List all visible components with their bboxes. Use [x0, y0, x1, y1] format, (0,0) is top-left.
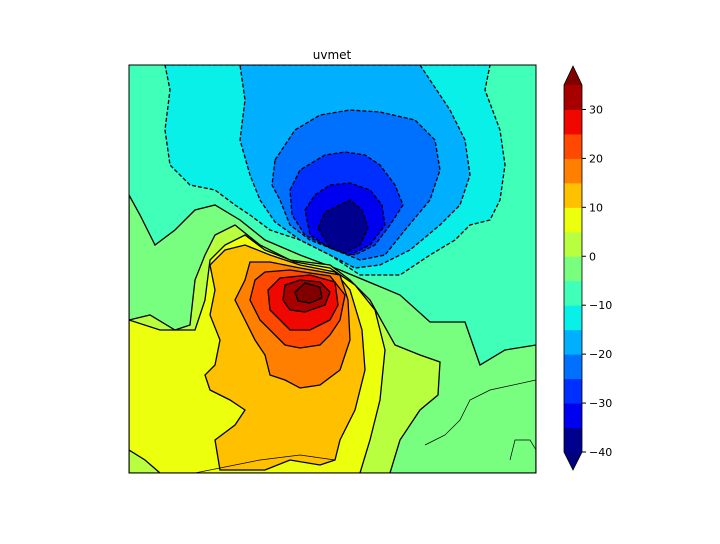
colorbar-tick-label: −20	[589, 348, 612, 361]
colorbar: −40 −30 −20 −10 0 10 20 30	[563, 65, 612, 471]
colorbar-segment	[564, 427, 582, 453]
colorbar-segment	[564, 207, 582, 233]
colorbar-tick-label: 30	[589, 103, 603, 116]
colorbar-segment	[564, 109, 582, 135]
colorbar-segment	[564, 85, 582, 110]
colorbar-tick-label: −40	[589, 446, 612, 459]
colorbar-tick-label: 0	[589, 250, 596, 263]
colorbar-extend-under	[564, 452, 582, 470]
contour-fill-level-m40	[317, 199, 369, 254]
coastline	[194, 379, 536, 473]
colorbar-segment	[564, 378, 582, 404]
colorbar-segment	[564, 133, 582, 159]
colorbar-tick-label: −30	[589, 397, 612, 410]
colorbar-extend-over	[564, 66, 582, 85]
colorbar-tick-label: −10	[589, 299, 612, 312]
colorbar-segment	[564, 305, 582, 331]
colorbar-tick-label: 10	[589, 201, 603, 214]
colorbar-segment	[564, 182, 582, 208]
colorbar-segment	[564, 158, 582, 184]
colorbar-segment	[564, 403, 582, 429]
colorbar-segment	[564, 329, 582, 355]
contour-fill-level-35	[294, 282, 323, 304]
plot-frame	[128, 64, 537, 474]
colorbar-outline	[563, 65, 583, 471]
colorbar-segment	[564, 354, 582, 380]
colorbar-segment	[564, 231, 582, 257]
chart-title: uvmet	[313, 48, 352, 62]
colorbar-tick-label: 20	[589, 152, 603, 165]
colorbar-segment	[564, 256, 582, 282]
contour-plot	[129, 65, 536, 473]
colorbar-segment	[564, 280, 582, 306]
